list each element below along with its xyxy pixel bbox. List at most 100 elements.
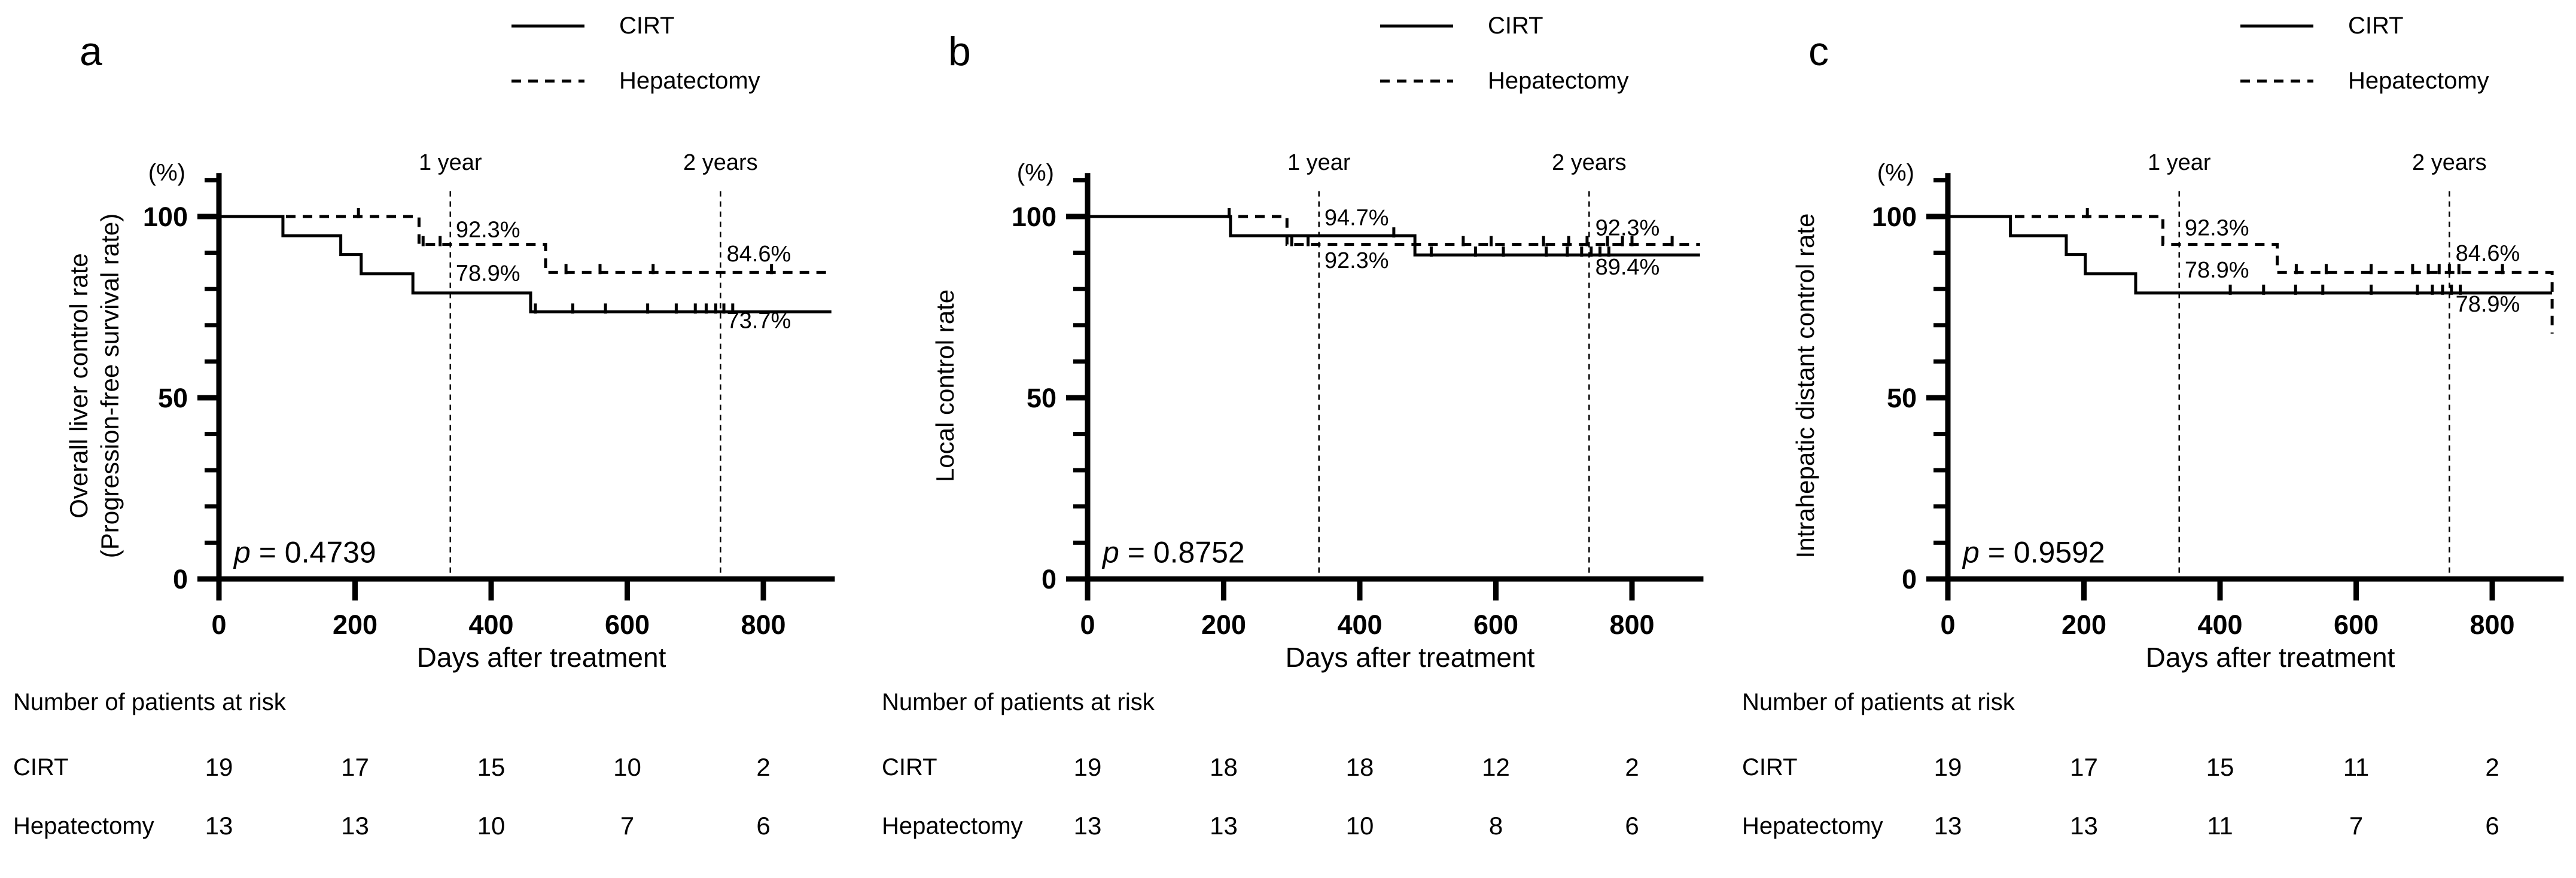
risk-row-hepatectomy: Hepatectomy 13 13 10 7 6 bbox=[0, 811, 847, 841]
y-tick-label: 0 bbox=[1902, 564, 1917, 595]
censor-tick bbox=[1590, 246, 1593, 257]
legend-label: Hepatectomy bbox=[1488, 68, 1629, 94]
survival-rate-annotation: 94.7% bbox=[1324, 206, 1389, 231]
km-curve-cirt bbox=[1088, 215, 1700, 257]
panel-b: b CIRT Hepatectomy Local control rate 1 … bbox=[869, 0, 1716, 878]
risk-row-hepatectomy: Hepatectomy 13 13 11 7 6 bbox=[1729, 811, 2576, 841]
survival-rate-annotation: 89.4% bbox=[1595, 255, 1660, 280]
panel-a: a CIRT Hepatectomy Overall liver control… bbox=[0, 0, 847, 878]
censor-tick bbox=[1228, 208, 1231, 218]
y-tick-label: 100 bbox=[1012, 202, 1056, 232]
x-tick-label: 800 bbox=[1609, 609, 1654, 640]
censor-tick bbox=[598, 264, 602, 275]
risk-value: 18 bbox=[1345, 753, 1374, 781]
risk-row-cirt: CIRT 19 17 15 10 2 bbox=[0, 752, 847, 782]
year-marker-label: 2 years bbox=[683, 150, 758, 175]
censor-tick bbox=[1542, 236, 1545, 246]
censor-tick bbox=[2426, 264, 2430, 275]
risk-value: 13 bbox=[205, 812, 233, 840]
censor-tick bbox=[534, 303, 537, 314]
censor-tick bbox=[2324, 264, 2328, 275]
x-axis-title: Days after treatment bbox=[2145, 642, 2395, 673]
censor-tick bbox=[2085, 208, 2089, 218]
year-marker-label: 1 year bbox=[1287, 150, 1351, 175]
censor-tick bbox=[646, 303, 650, 314]
censor-tick bbox=[651, 264, 655, 275]
x-tick-label: 0 bbox=[1080, 609, 1095, 640]
risk-value: 10 bbox=[1345, 812, 1374, 840]
x-tick-label: 600 bbox=[1473, 609, 1518, 640]
risk-table-title: Number of patients at risk bbox=[882, 689, 1155, 715]
x-tick-label: 800 bbox=[2470, 609, 2514, 640]
censor-tick bbox=[2228, 284, 2232, 295]
x-tick-label: 200 bbox=[1201, 609, 1246, 640]
x-tick-label: 800 bbox=[741, 609, 785, 640]
censor-tick bbox=[731, 303, 735, 314]
risk-value: 17 bbox=[2070, 753, 2098, 781]
y-tick-label: 0 bbox=[173, 564, 188, 595]
panel-letter: b bbox=[948, 29, 971, 74]
legend-item-hepatectomy: Hepatectomy bbox=[1380, 67, 1629, 94]
censor-tick bbox=[722, 303, 726, 314]
risk-value: 17 bbox=[341, 753, 369, 781]
legend: CIRT Hepatectomy bbox=[1729, 0, 2576, 114]
risk-value: 2 bbox=[2485, 753, 2499, 781]
x-tick-label: 0 bbox=[211, 609, 226, 640]
censor-tick bbox=[2459, 284, 2462, 295]
solid-line-swatch bbox=[1380, 24, 1453, 28]
risk-row-label: CIRT bbox=[13, 754, 69, 781]
risk-value: 2 bbox=[756, 753, 771, 781]
km-curve-hepatectomy bbox=[219, 215, 832, 274]
panel-c: c CIRT Hepatectomy Intrahepatic distant … bbox=[1729, 0, 2576, 878]
km-plot: 1 year 2 years 0 200 400 600 800 0 50 100 (%) 94.7%… bbox=[1012, 150, 1704, 640]
censor-tick bbox=[2501, 264, 2504, 275]
legend-item-cirt: CIRT bbox=[2240, 12, 2404, 39]
survival-rate-annotation: 84.6% bbox=[727, 242, 791, 267]
legend-label: CIRT bbox=[2348, 13, 2404, 39]
censor-tick bbox=[1461, 236, 1465, 246]
km-plot: 1 year 2 years 0 200 400 600 800 0 50 100 (%) 92.3%… bbox=[143, 150, 835, 640]
censor-tick bbox=[1607, 246, 1610, 257]
risk-value: 13 bbox=[1210, 812, 1238, 840]
censor-tick bbox=[1598, 246, 1602, 257]
censor-tick bbox=[1473, 246, 1477, 257]
risk-value: 6 bbox=[1625, 812, 1639, 840]
censor-tick bbox=[1670, 236, 1674, 246]
p-value: p = 0.9592 bbox=[1962, 536, 2105, 569]
risk-value: 15 bbox=[477, 753, 506, 781]
y-unit-label: (%) bbox=[1017, 160, 1054, 186]
panel-letter: c bbox=[1808, 29, 1829, 74]
survival-rate-annotation: 92.3% bbox=[1595, 216, 1660, 241]
p-value: p = 0.8752 bbox=[1101, 536, 1245, 569]
y-tick-label: 100 bbox=[143, 202, 188, 232]
censor-tick bbox=[421, 236, 425, 246]
censor-tick bbox=[2437, 264, 2441, 275]
censor-tick bbox=[1630, 236, 1634, 246]
censor-tick bbox=[1567, 236, 1570, 246]
legend-label: CIRT bbox=[619, 13, 675, 39]
solid-line-swatch bbox=[511, 24, 584, 28]
censor-tick bbox=[1490, 236, 1493, 246]
risk-value: 10 bbox=[477, 812, 506, 840]
censor-tick bbox=[2431, 284, 2434, 295]
risk-value: 2 bbox=[1625, 753, 1639, 781]
censor-tick bbox=[2321, 284, 2325, 295]
censor-tick bbox=[1580, 246, 1584, 257]
censor-tick bbox=[2370, 264, 2373, 275]
risk-row-cirt: CIRT 19 17 15 11 2 bbox=[1729, 752, 2576, 782]
risk-value: 10 bbox=[613, 753, 641, 781]
risk-value: 13 bbox=[2070, 812, 2098, 840]
risk-value: 13 bbox=[1933, 812, 1962, 840]
legend: CIRT Hepatectomy bbox=[0, 0, 847, 114]
risk-value: 6 bbox=[756, 812, 771, 840]
censor-tick bbox=[2457, 264, 2461, 275]
legend-label: Hepatectomy bbox=[619, 68, 760, 94]
censor-tick bbox=[1307, 236, 1310, 246]
risk-value: 18 bbox=[1210, 753, 1238, 781]
y-tick-label: 100 bbox=[1872, 202, 1917, 232]
year-marker-label: 1 year bbox=[2148, 150, 2211, 175]
x-axis-title: Days after treatment bbox=[1285, 642, 1535, 673]
solid-line-swatch bbox=[2240, 24, 2313, 28]
legend: CIRT Hepatectomy bbox=[869, 0, 1716, 114]
legend-item-hepatectomy: Hepatectomy bbox=[511, 67, 760, 94]
